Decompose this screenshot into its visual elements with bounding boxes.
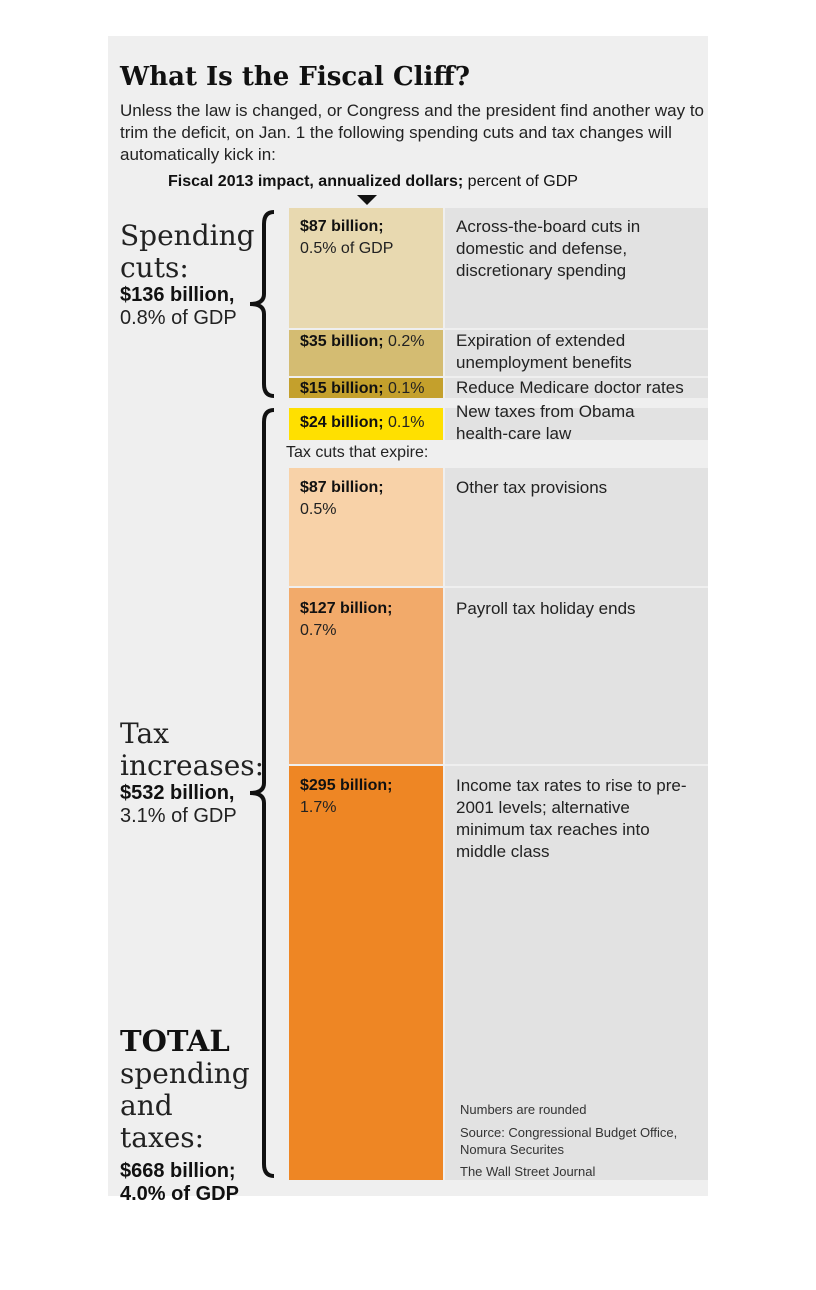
segment-value: $15 billion;	[300, 380, 384, 397]
segment-description: New taxes from Obama health-care law	[456, 402, 635, 443]
segment-label: $35 billion; 0.2%	[300, 331, 445, 353]
infographic-card: What Is the Fiscal Cliff? Unless the law…	[108, 36, 708, 1205]
bar-segment	[289, 468, 443, 586]
note-credit: The Wall Street Journal	[460, 1164, 596, 1179]
stacked-bar-chart	[249, 208, 443, 1180]
desc-strip	[445, 378, 708, 398]
segment-label: $24 billion; 0.1%	[300, 412, 445, 434]
impact-label: Fiscal 2013 impact, annualized dollars; …	[168, 173, 578, 191]
total-name-2: spending	[120, 1057, 250, 1090]
segment-label: $15 billion; 0.1%	[300, 378, 445, 400]
total-name-1: TOTAL	[120, 1024, 230, 1058]
down-arrow-icon	[357, 195, 377, 205]
tax-group-amount: $532 billion,	[120, 782, 235, 804]
segment-value: $295 billion;	[300, 777, 393, 794]
segment-value: $127 billion;	[300, 600, 393, 617]
segment-pct: 0.5%	[300, 501, 337, 518]
tax-cuts-expire-label: Tax cuts that expire:	[286, 444, 429, 461]
segment-description: Payroll tax holiday ends	[456, 599, 636, 618]
segment-pct: 0.1%	[388, 380, 425, 397]
tax-group-pct: 3.1% of GDP	[120, 805, 237, 827]
group-brace	[249, 408, 275, 1178]
total-group-label: TOTAL spending and taxes: $668 billion; …	[120, 1024, 260, 1206]
segment-description: Income tax rates to rise to pre-2001 lev…	[456, 776, 687, 861]
segment-description: Other tax provisions	[456, 478, 608, 497]
desc-strip	[445, 208, 708, 328]
impact-label-rest: percent of GDP	[463, 173, 578, 190]
segment-value: $24 billion;	[300, 414, 384, 431]
bar-segment	[289, 588, 443, 764]
group-brace	[249, 210, 275, 398]
total-amount: $668 billion;	[120, 1160, 236, 1182]
total-name-3: and taxes:	[120, 1089, 205, 1154]
bar-segment	[289, 330, 443, 376]
impact-label-bold: Fiscal 2013 impact, annualized dollars;	[168, 173, 464, 190]
desc-strip	[445, 588, 708, 764]
desc-strip	[445, 408, 708, 440]
spending-group-name-1: Spending	[120, 219, 255, 252]
desc-strip	[445, 766, 708, 1180]
segment-value: $87 billion;	[300, 218, 384, 235]
segment-description: Across-the-board cuts in domestic and de…	[456, 217, 641, 280]
desc-strip	[445, 468, 708, 586]
intro-text: Unless the law is changed, or Congress a…	[120, 101, 705, 164]
segment-label: $127 billion; 0.7%	[300, 598, 440, 642]
segment-pct: 0.5% of GDP	[300, 240, 394, 257]
desc-strip	[445, 330, 708, 376]
spending-group-amount: $136 billion,	[120, 284, 235, 306]
segment-description: Reduce Medicare doctor rates	[456, 378, 684, 397]
segment-pct: 0.2%	[388, 333, 425, 350]
total-pct: 4.0% of GDP	[120, 1183, 239, 1205]
note-rounded: Numbers are rounded	[460, 1102, 587, 1117]
bar-segment	[289, 208, 443, 328]
segment-pct: 1.7%	[300, 799, 337, 816]
segment-label: $87 billion; 0.5%	[300, 477, 440, 521]
tax-group-name-2: increases:	[120, 749, 265, 782]
spending-group-label: Spending cuts: $136 billion, 0.8% of GDP	[120, 220, 255, 330]
chart-title: What Is the Fiscal Cliff?	[120, 62, 470, 92]
segment-value: $35 billion;	[300, 333, 384, 350]
bar-segment	[289, 766, 443, 1180]
segment-pct: 0.7%	[300, 622, 337, 639]
segment-label: $87 billion; 0.5% of GDP	[300, 216, 440, 260]
note-source: Source: Congressional Budget Office, Nom…	[460, 1125, 678, 1157]
tax-group-label: Tax increases: $532 billion, 3.1% of GDP	[120, 717, 265, 828]
bar-segment	[289, 408, 443, 440]
bar-segment	[289, 378, 443, 398]
spending-group-name-2: cuts:	[120, 251, 189, 284]
segment-label: $295 billion; 1.7%	[300, 775, 440, 819]
tax-group-name-1: Tax	[120, 717, 169, 750]
segment-description: Expiration of extended unemployment bene…	[456, 331, 632, 372]
segment-value: $87 billion;	[300, 479, 384, 496]
spending-group-pct: 0.8% of GDP	[120, 307, 237, 329]
segment-pct: 0.1%	[388, 414, 425, 431]
